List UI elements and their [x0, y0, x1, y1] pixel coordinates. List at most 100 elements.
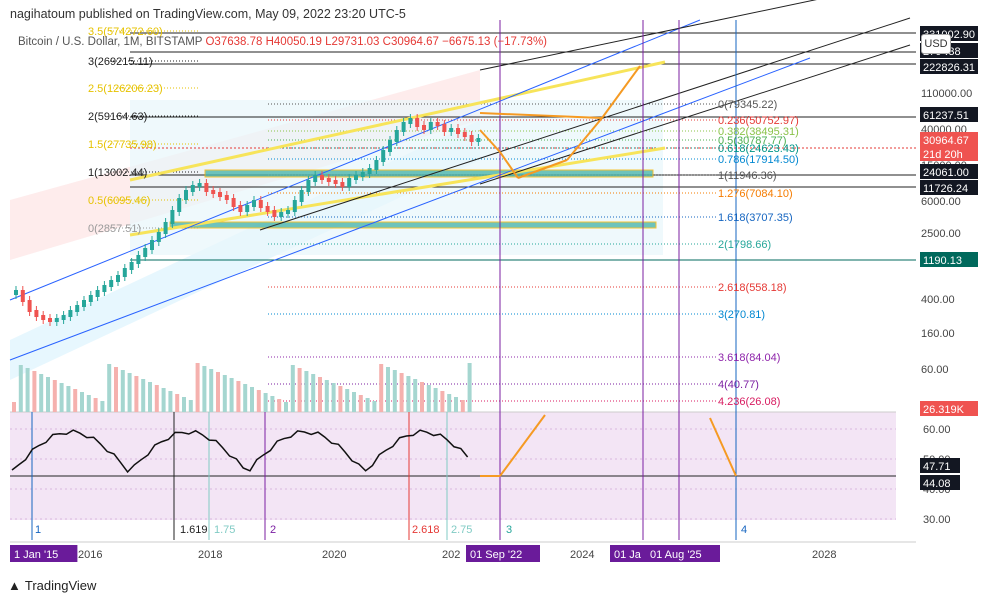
volume-bar-33 [236, 381, 241, 412]
candle-59 [415, 118, 420, 127]
currency-button[interactable]: USD [921, 34, 951, 54]
candle-11 [88, 295, 93, 302]
channel-line-0 [129, 60, 666, 182]
volume-bar-50 [352, 392, 356, 412]
fib-ext-label-1: 3(269215.11) [88, 56, 153, 68]
candle-64 [449, 128, 454, 132]
candle-39 [279, 212, 284, 217]
volume-bar-13 [100, 401, 105, 412]
projection-arrow-7 [499, 414, 546, 477]
fib-ret-label-4: 0.618(24623.43) [718, 143, 799, 155]
candle-15 [116, 275, 120, 282]
cycle-marker-5: 2.75 [451, 524, 472, 536]
volume-bar-16 [120, 370, 125, 412]
volume-bar-47 [331, 383, 336, 412]
tradingview-logo[interactable]: ▲ TradingView [8, 578, 96, 593]
candle-68 [476, 138, 481, 142]
volume-bar-64 [447, 394, 452, 412]
volume-bar-46 [324, 380, 329, 412]
time-label-2: 2018 [198, 549, 222, 561]
symbol-ohlc-line: Bitcoin / U.S. Dollar, 1M, BITSTAMP O376… [18, 36, 547, 48]
volume-bar-10 [80, 392, 84, 412]
price-label-4: 30964.67 [923, 135, 969, 147]
volume-bar-49 [345, 389, 350, 412]
time-label-bg-5 [466, 545, 540, 562]
candle-63 [442, 124, 447, 132]
projection-arrow-3 [566, 117, 603, 161]
volume-bar-34 [243, 384, 248, 412]
volume-bar-23 [168, 391, 173, 412]
time-label-5: 01 Sep '22 [470, 549, 522, 561]
candle-36 [258, 200, 263, 208]
candle-2 [27, 300, 32, 312]
high-label: H [265, 36, 274, 48]
volume-bar-63 [440, 391, 445, 412]
price-axis-tick-4: 2500.00 [921, 228, 961, 240]
candle-14 [109, 280, 114, 287]
cycle-marker-2: 1.75 [214, 524, 235, 536]
projection-arrow-1 [499, 151, 519, 179]
close-label: C [382, 36, 391, 48]
cycle-marker-7: 4 [741, 524, 747, 536]
volume-bar-30 [216, 372, 220, 412]
rsi-label-0-bg [920, 458, 960, 473]
price-label-6: 24061.00 [923, 167, 969, 179]
volume-bar-0 [12, 402, 16, 412]
volume-bar-41 [290, 365, 295, 412]
volume-bar-67 [467, 363, 472, 412]
candle-55 [388, 140, 392, 152]
price-label-7: 11726.24 [923, 183, 968, 195]
cycle-marker-0: 1 [35, 524, 41, 536]
price-axis-tick-5: 400.00 [921, 294, 955, 306]
candle-0 [14, 290, 18, 295]
volume-bar-25 [182, 397, 186, 412]
volume-bar-8 [66, 386, 71, 412]
high-value: 40050.19 [273, 36, 322, 48]
volume-bar-24 [175, 394, 180, 412]
channel-line-5 [479, 44, 911, 185]
candle-45 [320, 175, 324, 180]
fib-ret-label-10: 2.618(558.18) [718, 282, 787, 294]
price-label-4-bg [920, 132, 978, 147]
candle-48 [340, 182, 345, 187]
volume-bar-11 [86, 395, 91, 412]
fib-ret-label-5: 0.786(17914.50) [718, 154, 799, 166]
price-label-8: 1190.13 [923, 255, 962, 267]
candle-33 [238, 205, 243, 212]
support-box-1 [204, 169, 654, 178]
rsi-axis-tick-3: 30.00 [923, 514, 951, 526]
candle-52 [367, 168, 372, 174]
volume-bar-36 [256, 390, 261, 412]
candle-67 [469, 135, 474, 142]
candle-30 [218, 192, 222, 197]
candle-25 [184, 190, 188, 200]
cycle-marker-4: 2.618 [412, 524, 440, 536]
fib-ret-label-3: 0.5(30787.77) [718, 135, 787, 147]
candle-66 [462, 132, 467, 137]
volume-bar-3 [32, 371, 37, 412]
low-label: L [325, 36, 332, 48]
candle-1 [20, 290, 25, 302]
candle-40 [286, 210, 290, 214]
candle-12 [95, 290, 100, 297]
candle-49 [347, 178, 352, 187]
volume-bar-59 [413, 379, 418, 412]
volume-bar-48 [338, 386, 343, 412]
volume-bar-40 [284, 402, 288, 412]
candle-20 [150, 240, 154, 250]
projection-arrow-0 [479, 129, 501, 153]
candle-57 [401, 122, 406, 132]
projection-arrow-4 [601, 65, 641, 119]
fib-ext-label-5: 1(13002.44) [88, 167, 147, 179]
fib-ext-label-2: 2.5(126206.23) [88, 83, 163, 95]
time-label-3: 2020 [322, 549, 346, 561]
volume-bar-9 [73, 389, 78, 412]
candle-27 [197, 183, 202, 187]
candle-3 [34, 310, 39, 317]
volume-bar-27 [195, 363, 200, 412]
volume-bar-37 [263, 393, 268, 412]
fib-ret-label-7: 1.276(7084.10) [718, 188, 793, 200]
fib-ext-label-4: 1.5(27735.98) [88, 139, 157, 151]
